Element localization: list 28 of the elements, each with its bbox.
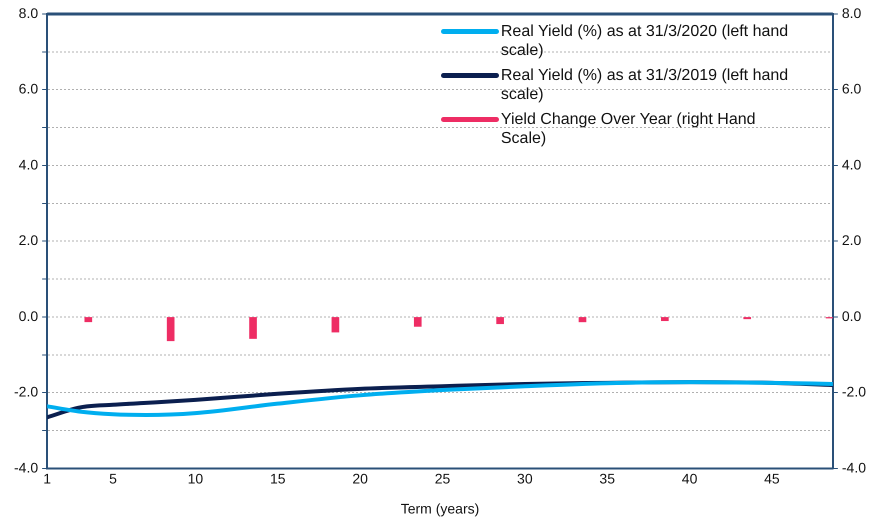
- y-tick-label: 2.0: [18, 232, 38, 248]
- y2-tick-label: 6.0: [842, 80, 862, 97]
- x-tick-label: 25: [434, 470, 450, 487]
- x-tick-label: 35: [599, 470, 616, 487]
- x-tick-label: 30: [517, 470, 533, 487]
- y-tick-label: 0.0: [18, 308, 38, 324]
- x-tick-label: 1: [43, 470, 52, 487]
- legend-label: Real Yield (%) as at 31/3/2020 (left hand scale): [500, 22, 790, 60]
- y-tick-label: 8.0: [18, 4, 38, 21]
- y-tick-label: 4.0: [18, 156, 38, 172]
- y2-tick-label: 4.0: [842, 156, 862, 172]
- y2-tick-label: -4.0: [842, 459, 866, 476]
- x-tick-label: 15: [270, 470, 286, 487]
- y-tick-label: -2.0: [14, 384, 38, 400]
- x-axis-title: Term (years): [400, 500, 480, 516]
- x-tick-label: 10: [188, 470, 204, 487]
- x-tick-label: 5: [109, 470, 118, 487]
- y2-tick-label: 2.0: [842, 232, 862, 248]
- y2-tick-label: -2.0: [842, 384, 866, 400]
- x-tick-label: 40: [682, 470, 698, 487]
- y2-tick-label: 8.0: [842, 4, 862, 21]
- y2-tick-label: 0.0: [842, 308, 862, 324]
- legend-label: Real Yield (%) as at 31/3/2019 (left hand scale): [500, 66, 790, 104]
- x-tick-label: 45: [764, 470, 780, 487]
- y-tick-label: 6.0: [18, 80, 38, 97]
- legend-label: Yield Change Over Year (right Hand Scale): [500, 110, 757, 148]
- y-tick-label: -4.0: [14, 459, 38, 476]
- x-tick-label: 20: [352, 470, 368, 487]
